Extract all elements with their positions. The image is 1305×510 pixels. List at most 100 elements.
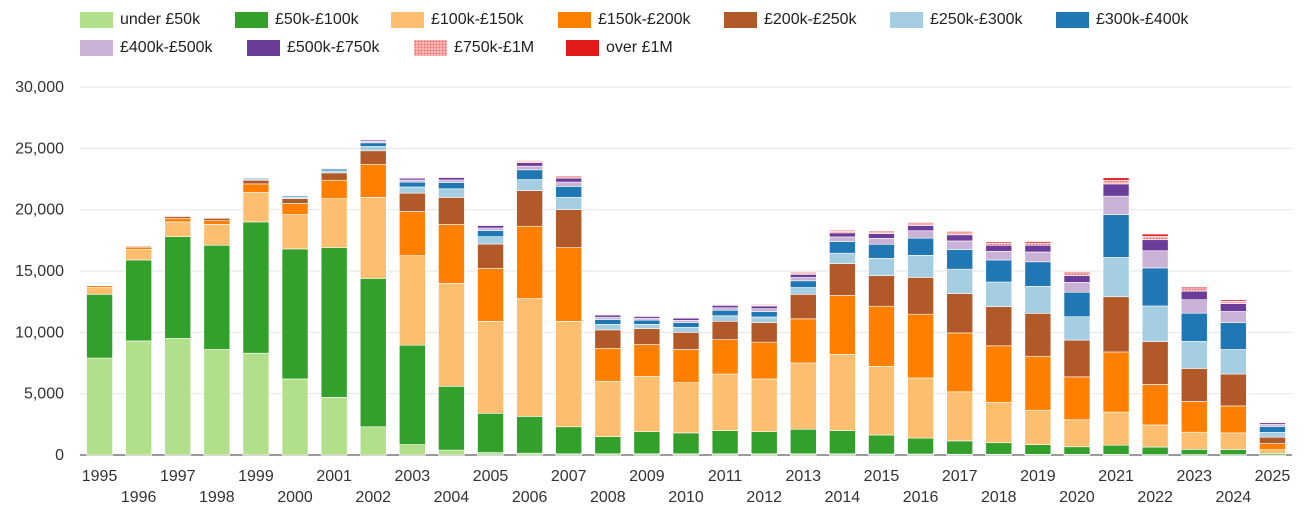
- bar-segment-gbp50k-gbp100k: [946, 440, 973, 455]
- legend-item-gbp750k-gbp1m[interactable]: £750k-£1M: [414, 36, 534, 60]
- x-tick-label: 2005: [473, 468, 509, 485]
- bar-stack-1998: [203, 215, 231, 456]
- bar-segment-gbp250k-gbp300k: [399, 186, 426, 194]
- bar-segment-gbp250k-gbp300k: [438, 188, 465, 198]
- bar-segment-over-gbp1m: [477, 223, 504, 226]
- legend-item-over-gbp1m[interactable]: over £1M: [566, 36, 673, 60]
- bar-segment-gbp500k-gbp750k: [1102, 183, 1130, 197]
- bar-segment-gbp400k-gbp500k: [1063, 282, 1091, 293]
- legend-item-gbp300k-gbp400k[interactable]: £300k-£400k: [1056, 8, 1189, 32]
- bar-segment-gbp100k-gbp150k: [1259, 449, 1286, 454]
- bar-segment-gbp750k-gbp1m: [1141, 235, 1169, 241]
- bar-segment-gbp150k-gbp200k: [438, 224, 465, 284]
- x-tick-label: 2010: [668, 489, 704, 506]
- bar-segment-gbp50k-gbp100k: [985, 442, 1013, 455]
- bar-segment-gbp250k-gbp300k: [1180, 341, 1208, 369]
- bar-segment-gbp200k-gbp250k: [829, 263, 856, 296]
- bar-segment-gbp100k-gbp150k: [1063, 419, 1091, 448]
- bar-stack-2010: [672, 316, 700, 456]
- bar-segment-gbp150k-gbp200k: [633, 344, 661, 377]
- bar-segment-gbp100k-gbp150k: [86, 287, 113, 295]
- bar-segment-gbp150k-gbp200k: [125, 246, 152, 250]
- bar-segment-gbp150k-gbp200k: [868, 305, 895, 367]
- bar-segment-gbp400k-gbp500k: [711, 307, 739, 311]
- bar-stack-2017: [946, 231, 973, 456]
- bar-segment-gbp400k-gbp500k: [1220, 311, 1247, 323]
- bar-segment-gbp50k-gbp100k: [516, 416, 543, 454]
- bar-stack-1996: [125, 244, 152, 456]
- legend-item-gbp150k-gbp200k[interactable]: £150k-£200k: [558, 8, 691, 32]
- legend-swatch: [566, 40, 599, 56]
- bar-segment-gbp150k-gbp200k: [555, 247, 583, 322]
- bar-segment-gbp300k-gbp400k: [868, 243, 895, 259]
- bar-segment-gbp200k-gbp250k: [711, 320, 739, 340]
- bar-segment-gbp150k-gbp200k: [829, 295, 856, 355]
- bar-segment-gbp100k-gbp150k: [985, 401, 1013, 444]
- x-tick-label: 1995: [82, 468, 118, 485]
- bar-segment-gbp50k-gbp100k: [1220, 449, 1247, 455]
- bar-segment-gbp400k-gbp500k: [1141, 250, 1169, 269]
- bar-segment-gbp50k-gbp100k: [1102, 444, 1130, 455]
- bar-segment-gbp250k-gbp300k: [1102, 257, 1130, 298]
- bar-segment-gbp150k-gbp200k: [1102, 351, 1130, 413]
- bar-segment-gbp250k-gbp300k: [750, 316, 778, 323]
- bar-stack-2003: [399, 176, 426, 456]
- legend-item-under-gbp50k[interactable]: under £50k: [80, 8, 200, 32]
- bar-segment-gbp750k-gbp1m: [985, 242, 1013, 246]
- bar-segment-gbp150k-gbp200k: [985, 345, 1013, 403]
- chart-legend: under £50k £50k-£100k £100k-£150k £150k-£20…: [80, 8, 1290, 64]
- bar-segment-gbp300k-gbp400k: [907, 237, 934, 256]
- bar-segment-gbp150k-gbp200k: [1259, 443, 1286, 451]
- bar-segment-gbp250k-gbp300k: [907, 255, 934, 278]
- bar-segment-over-gbp1m: [750, 303, 778, 306]
- bar-segment-gbp250k-gbp300k: [516, 179, 543, 191]
- bar-stack-2008: [594, 313, 622, 456]
- x-tick-label: 2006: [512, 489, 548, 506]
- bar-segment-gbp150k-gbp200k: [1024, 355, 1052, 411]
- bar-segment-gbp250k-gbp300k: [868, 258, 895, 276]
- legend-swatch: [80, 12, 113, 28]
- bar-segment-gbp150k-gbp200k: [281, 203, 309, 215]
- x-tick-label: 1999: [238, 468, 274, 485]
- bar-segment-gbp200k-gbp250k: [672, 332, 700, 350]
- bar-stack-2011: [711, 303, 739, 456]
- bar-segment-gbp50k-gbp100k: [438, 386, 465, 451]
- legend-item-gbp100k-gbp150k[interactable]: £100k-£150k: [391, 8, 524, 32]
- bar-stack-2012: [750, 303, 778, 456]
- legend-label: £200k-£250k: [764, 11, 857, 28]
- legend-item-gbp250k-gbp300k[interactable]: £250k-£300k: [890, 8, 1023, 32]
- bar-stack-2014: [829, 230, 856, 456]
- bar-segment-gbp200k-gbp250k: [633, 328, 661, 345]
- legend-item-gbp500k-gbp750k[interactable]: £500k-£750k: [247, 36, 380, 60]
- bar-segment-gbp500k-gbp750k: [907, 225, 934, 232]
- bar-segment-gbp250k-gbp300k: [633, 324, 661, 329]
- bar-segment-gbp200k-gbp250k: [1180, 368, 1208, 402]
- legend-swatch: [391, 12, 424, 28]
- legend-item-gbp200k-gbp250k[interactable]: £200k-£250k: [724, 8, 857, 32]
- legend-item-gbp50k-gbp100k[interactable]: £50k-£100k: [235, 8, 359, 32]
- bar-segment-gbp150k-gbp200k: [1063, 376, 1091, 421]
- bar-stack-2007: [555, 175, 583, 456]
- legend-swatch: [247, 40, 280, 56]
- bar-segment-gbp500k-gbp750k: [829, 232, 856, 238]
- bar-segment-gbp300k-gbp400k: [1259, 426, 1286, 433]
- bar-segment-gbp50k-gbp100k: [320, 247, 348, 398]
- bar-segment-gbp100k-gbp150k: [1180, 431, 1208, 450]
- bar-segment-over-gbp1m: [1063, 272, 1091, 275]
- legend-label: £300k-£400k: [1096, 11, 1189, 28]
- bar-segment-gbp150k-gbp200k: [946, 332, 973, 393]
- bar-segment-gbp200k-gbp250k: [1259, 436, 1286, 444]
- bar-segment-gbp200k-gbp250k: [1141, 341, 1169, 385]
- bar-segment-gbp300k-gbp400k: [750, 311, 778, 318]
- bar-segment-gbp500k-gbp750k: [868, 233, 895, 239]
- x-tick-label: 2011: [708, 468, 743, 485]
- bar-segment-gbp250k-gbp300k: [672, 327, 700, 333]
- bar-segment-gbp100k-gbp150k: [555, 320, 583, 428]
- legend-item-gbp400k-gbp500k[interactable]: £400k-£500k: [80, 36, 213, 60]
- bar-segment-gbp400k-gbp500k: [1024, 251, 1052, 263]
- bar-segment-gbp50k-gbp100k: [125, 259, 152, 342]
- bar-segment-gbp50k-gbp100k: [594, 436, 622, 455]
- bar-segment-gbp150k-gbp200k: [242, 183, 270, 193]
- bar-segment-gbp50k-gbp100k: [555, 426, 583, 455]
- bar-segment-gbp400k-gbp500k: [1259, 423, 1286, 427]
